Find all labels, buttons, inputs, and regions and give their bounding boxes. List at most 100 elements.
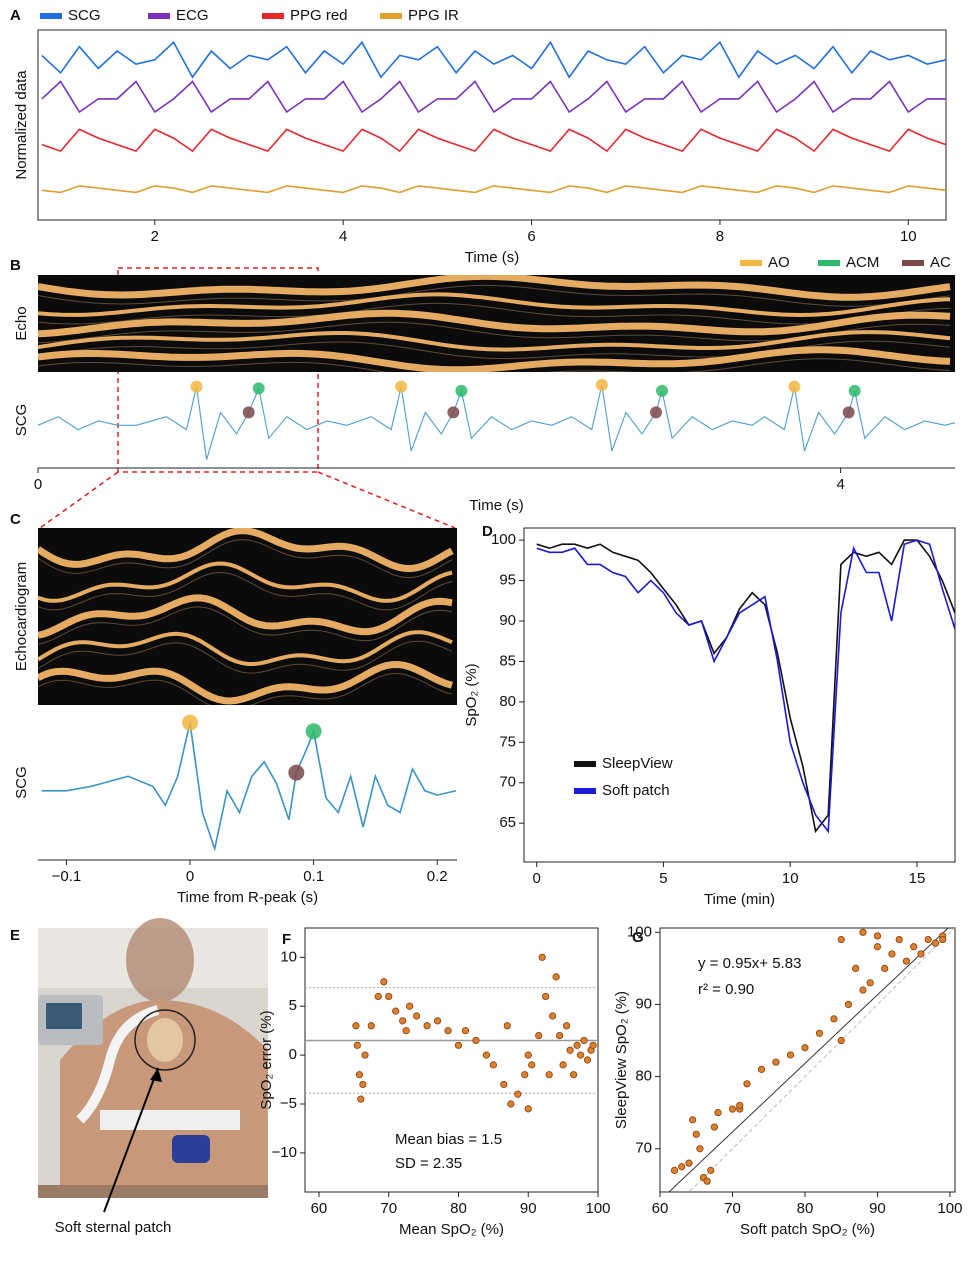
point (528, 1061, 536, 1069)
point (461, 1027, 470, 1035)
echo-band (38, 275, 951, 301)
panel-label: D (482, 523, 493, 540)
x-axis-label: Soft patch SpO₂ (%) (740, 1221, 875, 1238)
point (703, 1177, 711, 1185)
x-tick-label: 10 (900, 228, 917, 245)
y-axis-label: SpO₂ (%) (463, 663, 480, 726)
point (444, 1027, 452, 1035)
point (559, 1061, 567, 1069)
identity-line (688, 928, 955, 1192)
legend-swatch (902, 260, 924, 266)
legend-label: Soft patch (602, 782, 670, 799)
point (710, 1123, 718, 1131)
x-tick-label: 0 (34, 476, 42, 493)
point (353, 1041, 361, 1049)
x-tick-label: 80 (797, 1200, 814, 1217)
x-tick-label: 0.2 (427, 868, 448, 885)
point (888, 950, 896, 958)
y-tick-label: −10 (272, 1144, 297, 1161)
marker (395, 380, 408, 393)
legend-swatch (574, 788, 596, 794)
legend-label: SCG (68, 7, 101, 24)
legend-swatch (40, 13, 62, 19)
y-tick-label: −5 (280, 1095, 297, 1112)
x-tick-label: 90 (520, 1200, 537, 1217)
x-tick-label: 2 (151, 228, 159, 245)
point (685, 1159, 693, 1167)
echo-band (38, 528, 454, 573)
marker (656, 384, 669, 397)
panel-label: C (10, 511, 21, 528)
echo-speckle (38, 358, 951, 372)
marker (252, 382, 265, 395)
point (866, 979, 874, 987)
y-axis-label: SCG (13, 404, 30, 437)
point (521, 1071, 529, 1079)
y-axis-label: SleepView SpO₂ (%) (613, 991, 630, 1129)
marker (595, 378, 608, 391)
legend-label: AO (768, 254, 790, 271)
y-axis-label: Echocardiogram (13, 562, 30, 671)
y-tick-label: 100 (491, 531, 516, 548)
y-tick-label: 75 (499, 733, 516, 750)
point (374, 992, 382, 1001)
point (352, 1022, 360, 1030)
y-tick-label: 85 (499, 652, 516, 669)
x-tick-label: 60 (652, 1200, 669, 1217)
point (433, 1017, 442, 1025)
photo (38, 918, 268, 1213)
y-axis-label: Echo (13, 306, 30, 340)
marker (447, 406, 460, 419)
point (910, 943, 918, 951)
point (359, 1080, 367, 1089)
panel-label: G (632, 929, 644, 946)
point (563, 1022, 571, 1030)
point (757, 1065, 766, 1073)
point (873, 932, 882, 940)
y-tick-label: 90 (635, 995, 652, 1012)
echo-band (38, 630, 453, 666)
marker (842, 406, 855, 419)
point (689, 1116, 697, 1124)
x-tick-label: 4 (836, 476, 844, 493)
point (714, 1109, 722, 1117)
marker (305, 723, 322, 740)
point (535, 1031, 543, 1040)
point (538, 953, 546, 961)
x-tick-label: 6 (527, 228, 535, 245)
point (859, 986, 867, 994)
point (423, 1022, 431, 1030)
panel-label: B (10, 257, 21, 274)
x-tick-label: 90 (869, 1200, 886, 1217)
x-tick-label: 100 (585, 1200, 610, 1217)
echo-band (38, 309, 951, 338)
point (692, 1130, 700, 1138)
y-axis-label: SCG (13, 766, 30, 799)
point (837, 1036, 845, 1045)
plot-frame (304, 927, 599, 1193)
x-tick-label: 15 (909, 870, 926, 887)
point (728, 1105, 737, 1113)
point (503, 1022, 511, 1030)
point (514, 1090, 522, 1098)
annotation: Mean bias = 1.5 (395, 1131, 502, 1148)
point (696, 1145, 704, 1153)
point (472, 1036, 480, 1045)
plot-frame (523, 527, 956, 863)
point (852, 964, 860, 972)
point (917, 950, 925, 958)
x-tick-label: 60 (311, 1200, 328, 1217)
y-tick-label: 70 (499, 774, 516, 791)
point (736, 1101, 744, 1110)
data-line (41, 185, 947, 194)
point (580, 1036, 588, 1045)
x-tick-label: 0 (533, 870, 541, 887)
marker (182, 714, 199, 731)
point (566, 1046, 574, 1054)
y-axis-label: Normalized data (13, 70, 30, 180)
point (583, 1056, 592, 1064)
y-tick-label: 65 (499, 814, 516, 831)
marker (650, 406, 663, 419)
